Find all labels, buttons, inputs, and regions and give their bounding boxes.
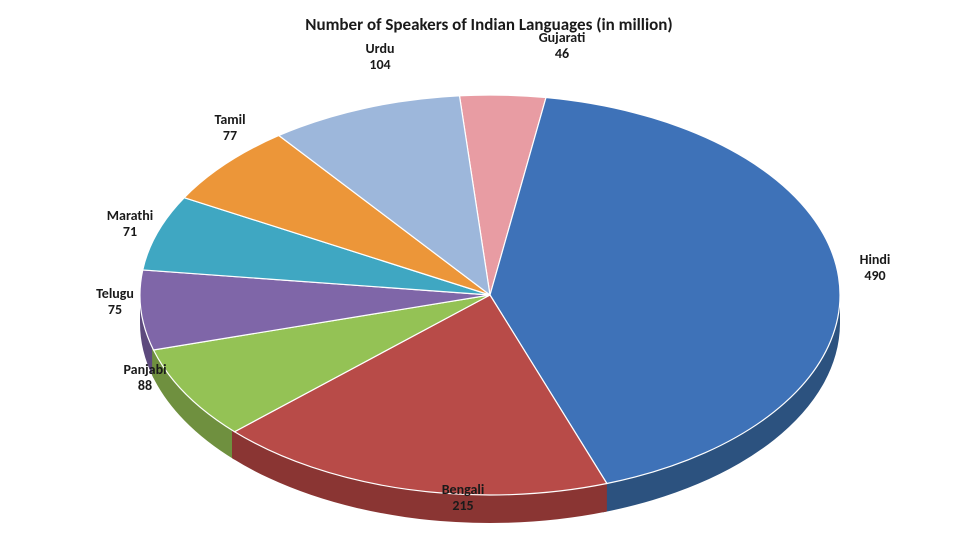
label-name: Gujarati [539,30,586,46]
label-value: 71 [107,224,153,240]
label-bengali: Bengali215 [442,482,485,514]
label-value: 75 [96,302,134,318]
label-value: 77 [214,128,245,144]
label-name: Marathi [107,208,153,224]
label-gujarati: Gujarati46 [539,30,586,62]
label-hindi: Hindi490 [860,252,891,284]
label-name: Urdu [366,41,395,57]
label-value: 490 [860,268,891,284]
label-value: 104 [366,57,395,73]
label-panjabi: Panjabi88 [123,362,166,394]
label-name: Panjabi [123,362,166,378]
label-value: 88 [123,378,166,394]
label-urdu: Urdu104 [366,41,395,73]
label-name: Bengali [442,482,485,498]
label-tamil: Tamil77 [214,112,245,144]
label-value: 46 [539,46,586,62]
label-telugu: Telugu75 [96,286,134,318]
label-value: 215 [442,498,485,514]
pie-chart [0,0,978,533]
pie-top-faces [140,95,840,495]
label-name: Telugu [96,286,134,302]
label-name: Tamil [214,112,245,128]
label-marathi: Marathi71 [107,208,153,240]
label-name: Hindi [860,252,891,268]
